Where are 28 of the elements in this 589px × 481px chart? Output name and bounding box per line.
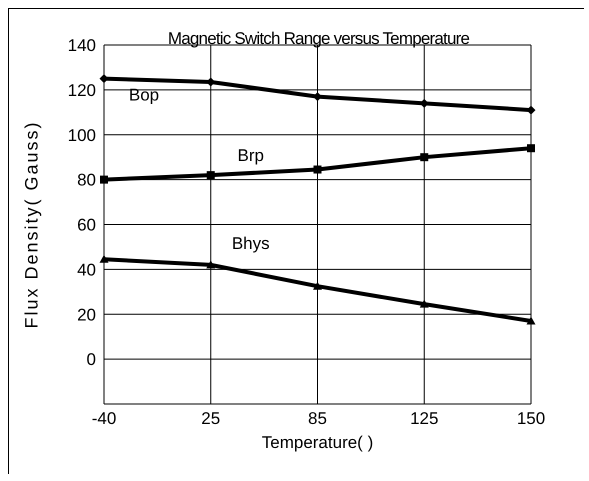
series-label: Bop xyxy=(128,86,160,105)
x-tick-label: 150 xyxy=(516,409,546,428)
y-axis-title: Flux Density( Gauss) xyxy=(21,120,42,329)
y-tick-label: 140 xyxy=(68,36,96,56)
point xyxy=(527,144,535,152)
point xyxy=(420,300,429,308)
point xyxy=(314,166,322,174)
point xyxy=(100,176,108,184)
y-tick-label: 20 xyxy=(77,305,96,324)
y-tick-label: 100 xyxy=(68,126,96,145)
chart-title: Magnetic Switch Range versus Temperature xyxy=(166,29,470,49)
point xyxy=(206,171,215,180)
point xyxy=(206,260,216,268)
x-tick-label: -40 xyxy=(92,409,116,428)
y-tick-label: 120 xyxy=(68,80,96,100)
series-label: Bhys xyxy=(232,234,270,253)
point xyxy=(313,282,322,290)
point xyxy=(420,153,428,162)
y-tick-label: 40 xyxy=(77,260,96,280)
x-tick-label: 85 xyxy=(308,409,327,428)
x-tick-label: 125 xyxy=(410,409,438,428)
series-label: Brp xyxy=(238,146,264,166)
y-tick-label: 0 xyxy=(86,350,96,370)
point xyxy=(100,254,108,263)
y-tick-label: 80 xyxy=(77,170,96,190)
y-tick-label: 60 xyxy=(77,216,96,235)
x-axis-title: Temperature( ) xyxy=(262,433,374,452)
x-tick-label: 25 xyxy=(201,409,220,428)
